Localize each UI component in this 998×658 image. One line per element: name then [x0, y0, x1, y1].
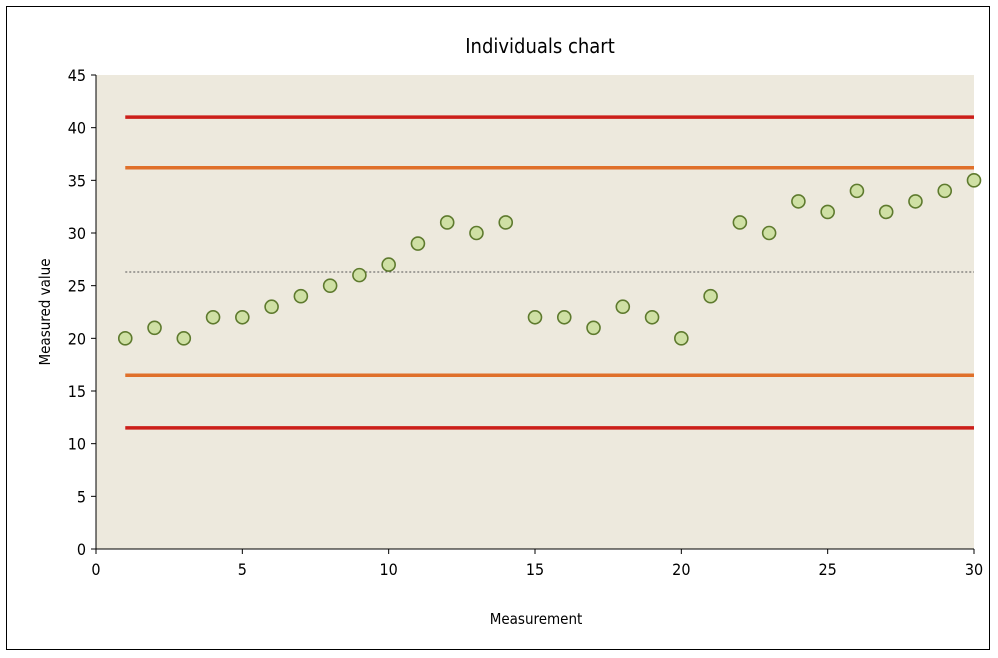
data-point: [615, 299, 631, 315]
data-point: [703, 288, 718, 304]
data-point: [556, 309, 572, 325]
data-point: [293, 288, 309, 304]
data-point: [147, 320, 162, 336]
data-point: [205, 309, 221, 325]
y-tick-label: 5: [77, 487, 86, 506]
x-tick-label: 30: [965, 560, 983, 579]
data-point: [264, 299, 279, 315]
data-point: [469, 225, 484, 241]
y-axis-title: Measured value: [36, 258, 54, 365]
x-tick-label: 20: [672, 560, 690, 579]
data-point: [235, 309, 250, 325]
x-tick-label: 10: [380, 560, 398, 579]
data-point: [410, 236, 426, 251]
data-point: [791, 194, 806, 209]
y-tick-label: 25: [68, 277, 86, 296]
data-point: [381, 257, 396, 272]
data-point: [820, 204, 835, 220]
y-tick-label: 35: [68, 171, 86, 190]
data-point: [937, 183, 953, 199]
x-tick-label: 15: [526, 560, 544, 579]
y-tick-label: 20: [68, 329, 86, 348]
y-tick-label: 45: [68, 66, 86, 85]
data-point: [761, 225, 777, 241]
data-point: [586, 320, 601, 336]
y-tick-label: 40: [68, 119, 86, 138]
data-point: [849, 183, 865, 199]
chart-title: Individuals chart: [465, 34, 615, 58]
y-tick-label: 0: [77, 540, 86, 559]
data-point: [908, 194, 923, 209]
x-tick-label: 25: [819, 560, 837, 579]
x-tick-label: 0: [91, 560, 100, 579]
data-point: [644, 309, 660, 325]
data-point: [352, 267, 367, 283]
plot-area: 0 5 10 15 20 25 30 35 40 45 0 5 10 15 20 25 30: [68, 66, 983, 579]
y-tick-label: 15: [68, 382, 86, 401]
data-point: [732, 215, 748, 230]
data-point: [878, 204, 894, 220]
data-point: [176, 331, 192, 346]
y-tick-label: 30: [68, 224, 86, 243]
y-tick-label: 10: [68, 435, 86, 454]
data-point: [966, 173, 982, 188]
data-point: [322, 278, 338, 293]
data-point: [439, 215, 455, 230]
x-axis-title: Measurement: [490, 610, 583, 628]
data-point: [674, 331, 689, 346]
x-tick-label: 5: [238, 560, 247, 579]
data-point: [527, 309, 543, 325]
data-point: [117, 331, 133, 346]
data-point: [498, 215, 514, 230]
